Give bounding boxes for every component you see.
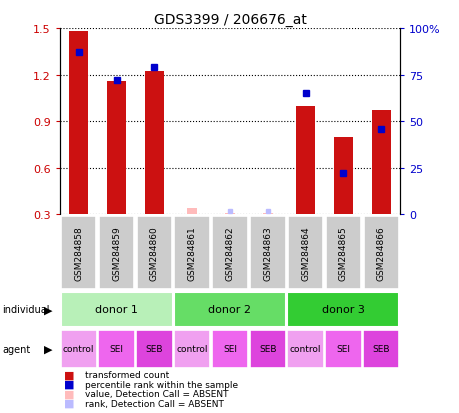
- Text: donor 3: donor 3: [321, 305, 364, 315]
- Text: ■: ■: [64, 379, 75, 389]
- Text: individual: individual: [2, 305, 50, 315]
- Bar: [296, 106, 314, 215]
- Bar: [325, 330, 361, 368]
- Text: GSM284863: GSM284863: [263, 225, 272, 280]
- Bar: [174, 293, 285, 327]
- Bar: [225, 213, 234, 215]
- Text: GSM284859: GSM284859: [112, 225, 121, 280]
- Text: percentile rank within the sample: percentile rank within the sample: [85, 380, 238, 389]
- Text: value, Detection Call = ABSENT: value, Detection Call = ABSENT: [85, 389, 228, 398]
- Bar: [61, 216, 96, 290]
- Bar: [98, 330, 134, 368]
- Text: SEB: SEB: [372, 344, 389, 354]
- Text: ■: ■: [64, 389, 75, 399]
- Text: donor 1: donor 1: [95, 305, 138, 315]
- Text: SEI: SEI: [336, 344, 350, 354]
- Bar: [249, 330, 285, 368]
- Bar: [69, 32, 88, 215]
- Text: GSM284862: GSM284862: [225, 226, 234, 280]
- Bar: [187, 209, 196, 215]
- Bar: [136, 330, 172, 368]
- Bar: [145, 72, 163, 215]
- Text: GSM284860: GSM284860: [150, 225, 158, 280]
- Text: rank, Detection Call = ABSENT: rank, Detection Call = ABSENT: [85, 399, 224, 408]
- Text: control: control: [176, 344, 207, 354]
- Text: ■: ■: [64, 370, 75, 380]
- Text: control: control: [289, 344, 321, 354]
- Bar: [362, 330, 398, 368]
- Text: GSM284866: GSM284866: [376, 225, 385, 280]
- Bar: [61, 293, 172, 327]
- Text: GSM284864: GSM284864: [301, 226, 309, 280]
- Bar: [287, 293, 398, 327]
- Text: transformed count: transformed count: [85, 370, 169, 379]
- Bar: [363, 216, 398, 290]
- Bar: [99, 216, 134, 290]
- Text: SEI: SEI: [109, 344, 123, 354]
- Bar: [174, 216, 209, 290]
- Text: GSM284858: GSM284858: [74, 225, 83, 280]
- Text: control: control: [63, 344, 94, 354]
- Bar: [287, 216, 323, 290]
- Text: GSM284861: GSM284861: [187, 225, 196, 280]
- Bar: [371, 111, 390, 215]
- Bar: [287, 330, 323, 368]
- Bar: [263, 213, 272, 215]
- Bar: [325, 216, 360, 290]
- Bar: [212, 330, 247, 368]
- Text: ■: ■: [64, 398, 75, 408]
- Bar: [333, 137, 352, 215]
- Text: ▶: ▶: [45, 305, 53, 315]
- Title: GDS3399 / 206676_at: GDS3399 / 206676_at: [153, 12, 306, 26]
- Bar: [61, 330, 97, 368]
- Text: SEB: SEB: [258, 344, 276, 354]
- Bar: [174, 330, 210, 368]
- Text: SEI: SEI: [223, 344, 236, 354]
- Text: ▶: ▶: [45, 344, 53, 354]
- Bar: [107, 81, 126, 215]
- Text: agent: agent: [2, 344, 30, 354]
- Text: SEB: SEB: [146, 344, 163, 354]
- Bar: [250, 216, 285, 290]
- Text: GSM284865: GSM284865: [338, 225, 347, 280]
- Bar: [212, 216, 247, 290]
- Text: donor 2: donor 2: [208, 305, 251, 315]
- Bar: [136, 216, 172, 290]
